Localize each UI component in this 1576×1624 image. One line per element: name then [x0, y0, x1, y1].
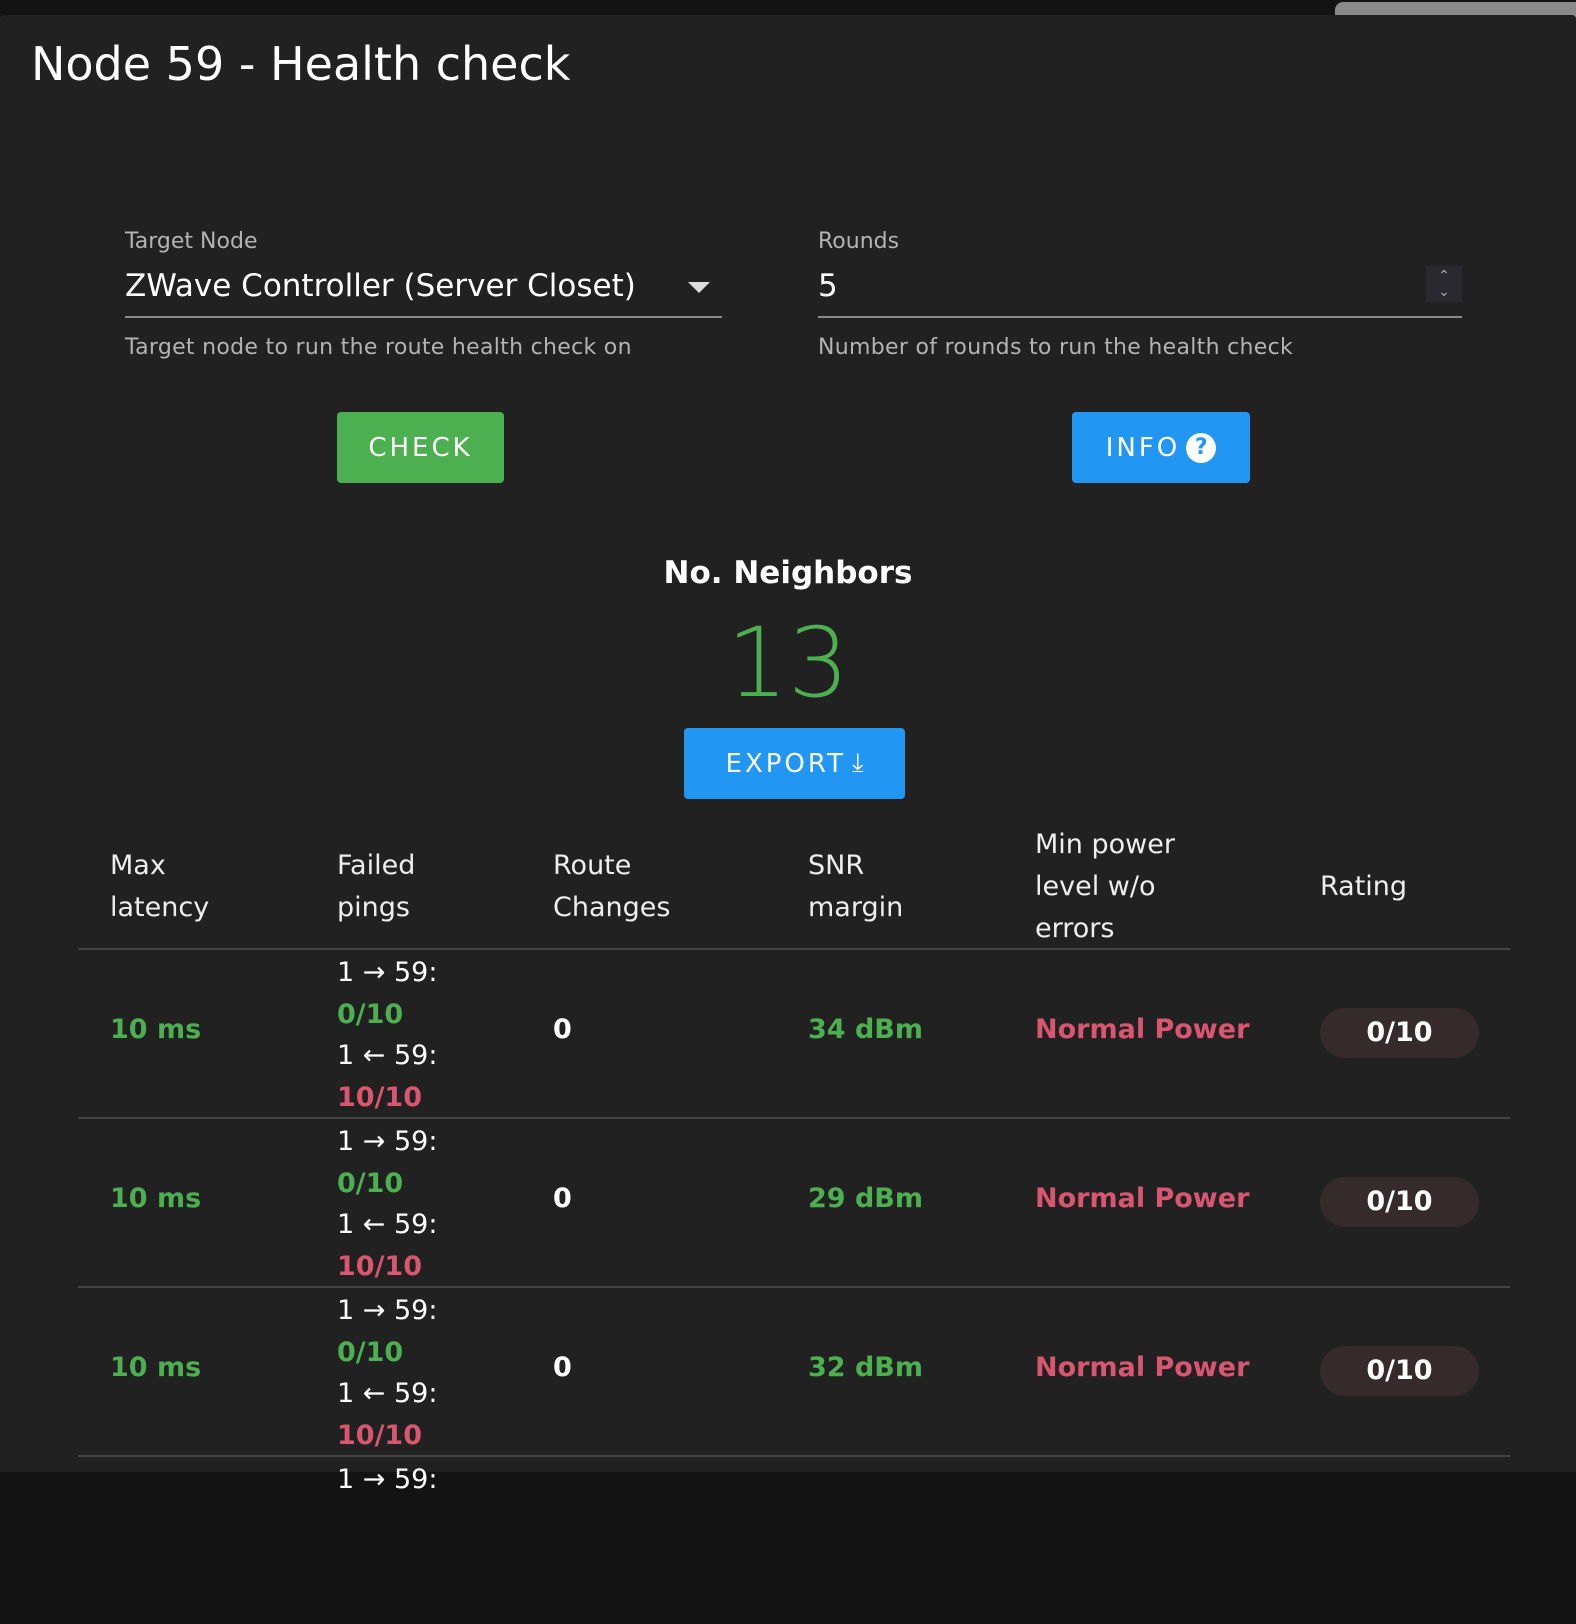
help-circle-icon: ? [1186, 432, 1217, 463]
header-max-latency: Max latency [110, 850, 210, 923]
rating-badge: 0/10 [1320, 1008, 1479, 1058]
table-row: 1 → 59: 0/10 1 ← 59: 10/10 10 ms 0 29 dBm Norma… [78, 1117, 1510, 1286]
table-row: 1 → 59: [78, 1455, 1510, 1624]
header-rating: Rating [1320, 871, 1408, 902]
export-label: EXPORT [725, 748, 846, 779]
dropdown-arrow-icon [688, 282, 710, 293]
neighbors-label: No. Neighbors [663, 555, 913, 591]
header-snr-margin: SNR margin [808, 850, 904, 923]
target-node-value: ZWave Controller (Server Closet) [125, 268, 636, 304]
ping-out-label: 1 → 59: [337, 957, 438, 988]
rounds-input[interactable]: 5 ⌃ ⌄ [818, 266, 1462, 318]
route-changes-cell: 0 [553, 1014, 572, 1045]
max-latency-cell: 10 ms [110, 1014, 202, 1045]
ping-out-value: 0/10 [337, 998, 404, 1030]
ping-out-label: 1 → 59: [337, 1295, 438, 1326]
ping-out-label: 1 → 59: [337, 1464, 438, 1495]
check-button[interactable]: CHECK [337, 412, 504, 483]
ping-in-label: 1 ← 59: [337, 1209, 438, 1240]
ping-out-label: 1 → 59: [337, 1126, 438, 1157]
download-icon: ⤓ [851, 748, 864, 778]
rating-badge: 0/10 [1320, 1177, 1479, 1227]
rounds-value: 5 [818, 268, 838, 304]
min-power-cell: Normal Power [1035, 1352, 1250, 1383]
ping-out-value: 0/10 [337, 1336, 404, 1368]
rounds-label: Rounds [818, 229, 900, 254]
min-power-cell: Normal Power [1035, 1014, 1250, 1045]
ping-in-value: 10/10 [337, 1081, 423, 1113]
max-latency-cell: 10 ms [110, 1352, 202, 1383]
route-changes-cell: 0 [553, 1183, 572, 1214]
check-label: CHECK [368, 432, 473, 463]
rounds-hint: Number of rounds to run the health check [818, 335, 1294, 360]
snr-margin-cell: 29 dBm [808, 1183, 924, 1214]
header-failed-pings: Failed pings [337, 850, 416, 923]
failed-pings-cell: 1 → 59: 0/10 1 ← 59: 10/10 [337, 1121, 437, 1287]
ping-in-value: 10/10 [337, 1419, 423, 1451]
ping-in-label: 1 ← 59: [337, 1378, 438, 1409]
failed-pings-cell: 1 → 59: [337, 1459, 437, 1501]
ping-in-label: 1 ← 59: [337, 1040, 438, 1071]
header-route-changes: Route Changes [553, 850, 671, 923]
health-check-dialog: Node 59 - Health check Target Node ZWave… [0, 15, 1576, 1495]
rating-badge: 0/10 [1320, 1346, 1479, 1396]
info-button[interactable]: INFO? [1072, 412, 1250, 483]
target-node-label: Target Node [125, 229, 258, 254]
route-changes-cell: 0 [553, 1352, 572, 1383]
info-label: INFO [1105, 432, 1181, 463]
neighbors-count: 13 [726, 607, 850, 719]
dialog-title: Node 59 - Health check [31, 37, 571, 91]
export-button[interactable]: EXPORT ⤓ [684, 728, 905, 799]
min-power-cell: Normal Power [1035, 1183, 1250, 1214]
table-row: 1 → 59: 0/10 1 ← 59: 10/10 10 ms 0 34 dBm Norma… [78, 948, 1510, 1117]
failed-pings-cell: 1 → 59: 0/10 1 ← 59: 10/10 [337, 1290, 437, 1456]
number-spinner-icon[interactable]: ⌃ ⌄ [1426, 266, 1462, 302]
ping-out-value: 0/10 [337, 1167, 404, 1199]
table-row: 1 → 59: 0/10 1 ← 59: 10/10 10 ms 0 32 dBm Norma… [78, 1286, 1510, 1455]
snr-margin-cell: 34 dBm [808, 1014, 924, 1045]
max-latency-cell: 10 ms [110, 1183, 202, 1214]
results-table: Max latency Failed pings Route Changes S… [78, 728, 1510, 1495]
target-node-hint: Target node to run the route health chec… [125, 335, 632, 360]
failed-pings-cell: 1 → 59: 0/10 1 ← 59: 10/10 [337, 952, 437, 1118]
snr-margin-cell: 32 dBm [808, 1352, 924, 1383]
ping-in-value: 10/10 [337, 1250, 423, 1282]
target-node-select[interactable]: ZWave Controller (Server Closet) [125, 268, 722, 318]
header-min-power: Min power level w/o errors [1035, 829, 1175, 944]
